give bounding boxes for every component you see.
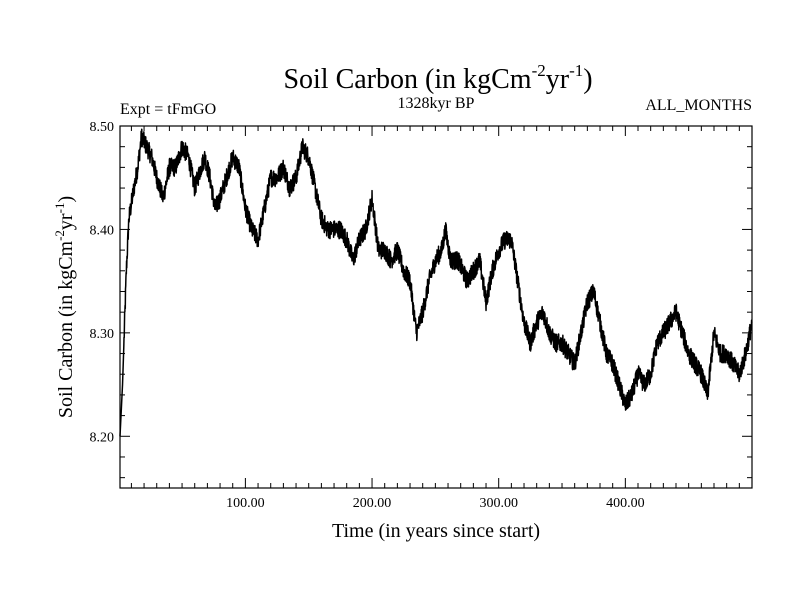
axis-ticks [120, 125, 752, 488]
y-axis-label-superscript-2: -1 [52, 203, 67, 214]
title-text-mid: yr [546, 64, 570, 95]
y-tick-label: 8.20 [90, 430, 115, 445]
y-axis-label-superscript-1: -2 [52, 230, 67, 241]
x-tick-label: 200.00 [353, 496, 392, 511]
x-tick-label: 400.00 [606, 496, 645, 511]
y-tick-label: 8.40 [90, 223, 115, 238]
title-superscript-1: -2 [532, 61, 546, 80]
title-text-end: ) [583, 64, 592, 95]
y-axis-label-text-end: ) [55, 196, 77, 203]
y-tick-label: 8.50 [90, 120, 115, 135]
y-axis-label: Soil Carbon (in kgCm-2yr-1) [52, 196, 77, 418]
axis-tick-labels: 100.00 200.00 300.00 400.00 8.20 8.30 8.40 8.50 [90, 120, 645, 511]
y-axis-label-text: Soil Carbon (in kgCm [55, 240, 77, 418]
plot-frame [119, 125, 753, 489]
x-axis-label: Time (in years since start) [332, 520, 540, 542]
x-tick-label: 100.00 [226, 496, 265, 511]
experiment-label: Expt = tFmGO [120, 101, 216, 118]
title-text: Soil Carbon (in kgCm [283, 64, 531, 95]
months-label: ALL_MONTHS [645, 97, 752, 114]
title-superscript-2: -1 [569, 61, 583, 80]
y-axis-label-text-mid: yr [55, 213, 77, 230]
period-label: 1328kyr BP [398, 95, 475, 112]
soil-carbon-series-line [119, 128, 753, 437]
chart-title: Soil Carbon (in kgCm-2yr-1) [283, 61, 592, 95]
x-tick-label: 300.00 [479, 496, 518, 511]
y-tick-label: 8.30 [90, 327, 115, 342]
